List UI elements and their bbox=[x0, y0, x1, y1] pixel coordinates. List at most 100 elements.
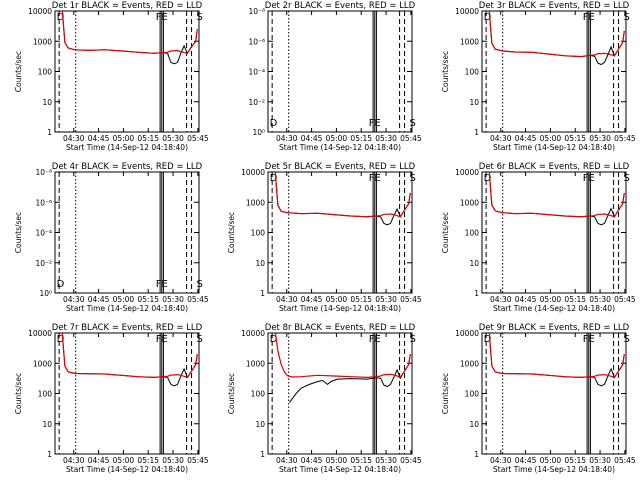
marker-label: S bbox=[197, 279, 203, 290]
y-tick-label: 10⁻² bbox=[248, 98, 265, 107]
panel-title: Det 1r BLACK = Events, RED = LLD bbox=[52, 1, 203, 11]
x-tick-label: 05:30 bbox=[589, 456, 611, 465]
series-events bbox=[289, 354, 411, 403]
plot-frame bbox=[54, 171, 200, 294]
y-tick-label: 10 bbox=[255, 259, 265, 268]
series-lld bbox=[488, 10, 625, 58]
y-tick-label: 1000 bbox=[460, 359, 479, 368]
x-tick-label: 05:00 bbox=[113, 456, 135, 465]
x-tick-label: 05:00 bbox=[326, 456, 348, 465]
x-tick-label: 05:15 bbox=[564, 134, 586, 143]
panel-det-7: Det 7r BLACK = Events, RED = LLD 04:30 04:… bbox=[14, 323, 209, 474]
panel-title: Det 9r BLACK = Events, RED = LLD bbox=[479, 323, 630, 333]
x-tick-label: 05:45 bbox=[614, 134, 636, 143]
y-tick-label: 10⁻⁴ bbox=[248, 68, 265, 77]
y-tick-label: 1 bbox=[474, 450, 479, 459]
x-tick-label: 05:00 bbox=[113, 134, 135, 143]
plot-frame bbox=[54, 332, 200, 455]
marker-label: D bbox=[270, 173, 278, 184]
plot-frame bbox=[267, 171, 413, 294]
x-axis-label: Start Time (14-Sep-12 04:18:40) bbox=[493, 465, 615, 474]
panel-title: Det 7r BLACK = Events, RED = LLD bbox=[52, 323, 203, 333]
x-tick-label: 04:30 bbox=[490, 295, 512, 304]
x-tick-label: 05:15 bbox=[350, 295, 372, 304]
series-events bbox=[61, 10, 198, 65]
x-tick-label: 04:30 bbox=[63, 134, 85, 143]
x-tick-label: 04:30 bbox=[276, 295, 298, 304]
plot-frame bbox=[267, 332, 413, 455]
x-tick-label: 05:15 bbox=[137, 456, 159, 465]
x-tick-label: 05:30 bbox=[162, 295, 184, 304]
marker-label: S bbox=[197, 334, 203, 345]
x-tick-label: 05:30 bbox=[375, 295, 397, 304]
x-tick-label: 05:30 bbox=[589, 134, 611, 143]
y-tick-label: 100 bbox=[465, 229, 480, 238]
y-axis-label: Counts/sec bbox=[227, 373, 236, 414]
marker-label: S bbox=[624, 173, 630, 184]
marker-label: S bbox=[624, 12, 630, 23]
y-tick-label: 1 bbox=[260, 289, 265, 298]
y-tick-label: 1000 bbox=[460, 198, 479, 207]
y-tick-label: 10⁻⁶ bbox=[248, 37, 265, 46]
y-tick-label: 1 bbox=[47, 450, 52, 459]
x-axis-label: Start Time (14-Sep-12 04:18:40) bbox=[66, 465, 188, 474]
y-tick-label: 10 bbox=[469, 98, 479, 107]
x-tick-label: 05:45 bbox=[187, 134, 209, 143]
x-axis-label: Start Time (14-Sep-12 04:18:40) bbox=[279, 304, 401, 313]
x-tick-label: 05:30 bbox=[375, 134, 397, 143]
x-tick-label: 04:30 bbox=[276, 456, 298, 465]
x-tick-label: 04:30 bbox=[490, 456, 512, 465]
y-tick-label: 10000 bbox=[28, 7, 52, 16]
x-tick-label: 04:45 bbox=[88, 295, 110, 304]
x-tick-label: 05:15 bbox=[137, 295, 159, 304]
marker-label: FE bbox=[156, 334, 168, 345]
x-tick-label: 05:45 bbox=[187, 456, 209, 465]
x-tick-label: 05:45 bbox=[187, 295, 209, 304]
marker-label: S bbox=[410, 173, 416, 184]
y-tick-label: 10 bbox=[42, 420, 52, 429]
y-tick-label: 10⁰ bbox=[39, 289, 52, 298]
x-tick-label: 05:15 bbox=[350, 456, 372, 465]
y-tick-label: 10⁰ bbox=[252, 128, 265, 137]
panel-det-3: Det 3r BLACK = Events, RED = LLD 04:30 04:… bbox=[441, 1, 636, 152]
y-tick-label: 10 bbox=[469, 259, 479, 268]
y-tick-label: 10⁻² bbox=[35, 259, 52, 268]
marker-label: FE bbox=[583, 12, 595, 23]
x-tick-label: 05:00 bbox=[540, 456, 562, 465]
marker-label: FE bbox=[369, 334, 381, 345]
x-tick-label: 05:45 bbox=[614, 456, 636, 465]
plot-frame bbox=[267, 10, 413, 133]
y-tick-label: 1000 bbox=[246, 198, 265, 207]
y-tick-label: 1000 bbox=[33, 37, 52, 46]
x-tick-label: 05:00 bbox=[326, 134, 348, 143]
x-tick-label: 05:15 bbox=[137, 134, 159, 143]
y-tick-label: 10⁻⁸ bbox=[248, 7, 265, 16]
marker-label: FE bbox=[369, 173, 381, 184]
series-events bbox=[274, 171, 411, 226]
marker-label: D bbox=[57, 334, 65, 345]
panel-title: Det 6r BLACK = Events, RED = LLD bbox=[479, 162, 630, 172]
series-lld bbox=[274, 332, 411, 379]
x-axis-label: Start Time (14-Sep-12 04:18:40) bbox=[279, 143, 401, 152]
y-tick-label: 1 bbox=[47, 128, 52, 137]
x-tick-label: 05:15 bbox=[564, 456, 586, 465]
series-events bbox=[61, 332, 198, 387]
x-axis-label: Start Time (14-Sep-12 04:18:40) bbox=[493, 143, 615, 152]
panel-title: Det 3r BLACK = Events, RED = LLD bbox=[479, 1, 630, 11]
plot-frame bbox=[481, 171, 627, 294]
marker-label: D bbox=[270, 334, 278, 345]
series-lld bbox=[488, 171, 625, 218]
y-axis-label: Counts/sec bbox=[14, 373, 23, 414]
x-tick-label: 05:45 bbox=[614, 295, 636, 304]
y-tick-label: 1000 bbox=[33, 359, 52, 368]
y-tick-label: 1000 bbox=[460, 37, 479, 46]
y-tick-label: 10⁻⁶ bbox=[35, 198, 52, 207]
y-axis-label: Counts/sec bbox=[441, 373, 450, 414]
y-tick-label: 1 bbox=[474, 128, 479, 137]
x-tick-label: 04:30 bbox=[276, 134, 298, 143]
y-tick-label: 10 bbox=[255, 420, 265, 429]
series-lld bbox=[274, 171, 411, 218]
y-tick-label: 10 bbox=[42, 98, 52, 107]
marker-label: S bbox=[410, 334, 416, 345]
